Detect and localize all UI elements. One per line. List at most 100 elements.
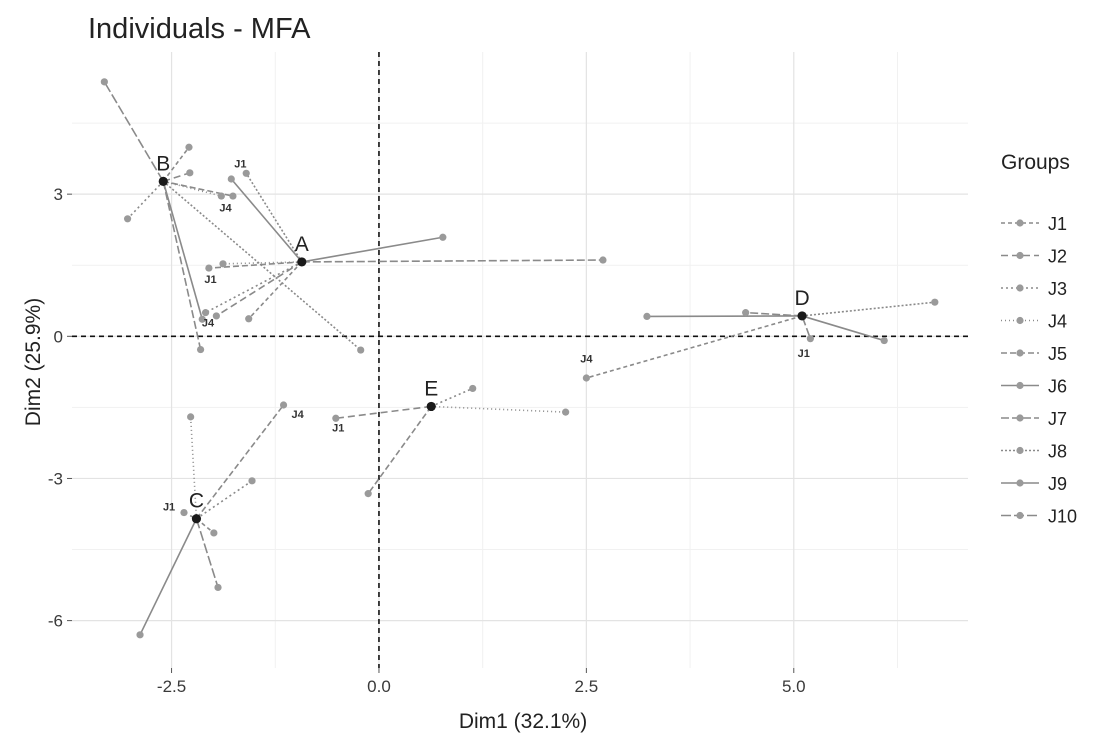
x-tick-label: 5.0 [782, 677, 806, 696]
reference-lines [72, 52, 968, 668]
legend-key-point [1016, 414, 1024, 422]
y-tick-label: -3 [48, 469, 63, 488]
partial-point [806, 335, 814, 343]
partial-point [212, 312, 220, 320]
partial-point [599, 256, 607, 264]
partial-link-line [215, 261, 303, 317]
individual-label: B [156, 152, 170, 175]
legend-key-point [1016, 381, 1024, 390]
partial-point [439, 233, 447, 241]
partial-point-label: J1 [332, 423, 344, 435]
partial-point [229, 192, 237, 200]
partial-link-line [367, 405, 432, 495]
partial-link-line [103, 81, 164, 182]
partial-link-line [162, 181, 204, 320]
legend-label: J9 [1048, 474, 1067, 494]
partial-point [880, 336, 888, 345]
legend-key-point [1016, 316, 1024, 325]
partial-point [242, 169, 250, 177]
partial-point-label: J4 [292, 409, 305, 421]
individual-point [426, 401, 436, 412]
partial-point [186, 169, 194, 177]
partial-link-line [586, 315, 803, 379]
partial-point-label: J4 [219, 203, 232, 215]
partial-point [245, 315, 253, 323]
partial-point [219, 260, 227, 268]
partial-point [201, 309, 210, 317]
partial-link-line [162, 180, 362, 351]
legend-key-point [1016, 219, 1024, 227]
legend-label: J7 [1048, 409, 1067, 429]
partial-point-label: J1 [234, 159, 246, 171]
individual-point [297, 257, 307, 267]
individual-label: C [189, 490, 204, 513]
legend-label: J6 [1048, 377, 1067, 397]
partial-link-line [230, 178, 303, 263]
partial-link-line [301, 259, 603, 263]
partial-point [279, 401, 288, 409]
partial-point [180, 508, 188, 517]
partial-point-label: J4 [202, 317, 215, 329]
x-tick-label: 0.0 [367, 677, 391, 696]
partial-link-line [248, 261, 303, 320]
partial-link-line [745, 311, 803, 317]
partial-point [643, 312, 651, 321]
x-tick-label: -2.5 [157, 677, 186, 696]
partial-point [364, 490, 372, 498]
partial-point [100, 78, 108, 86]
partial-point [931, 298, 939, 306]
partial-link-line [335, 405, 432, 420]
chart-title: Individuals - MFA [88, 13, 311, 45]
legend-label: J2 [1048, 247, 1067, 267]
point-labels: A B C D E J1 J4 J1 J4 J1 J4 J4 J1 J1 [156, 152, 810, 513]
partial-link-line [195, 404, 285, 520]
partial-point [123, 215, 132, 223]
legend-key-point [1016, 349, 1024, 357]
partial-links [103, 81, 935, 636]
partial-point [332, 414, 340, 422]
x-tick-label: 2.5 [575, 677, 599, 696]
partial-link-line [162, 181, 202, 350]
individual-label: E [424, 377, 438, 400]
y-tick-label: 3 [54, 185, 63, 204]
partial-point [469, 384, 477, 393]
partial-link-line [801, 301, 935, 317]
legend-label: J10 [1048, 507, 1077, 527]
points [100, 78, 939, 639]
legend-title: Groups [1001, 151, 1070, 174]
partial-point [214, 583, 222, 592]
partial-link-line [205, 261, 303, 314]
partial-point [217, 192, 225, 200]
partial-link-line [139, 518, 198, 636]
legend-key-point [1016, 511, 1024, 520]
partial-point [185, 143, 193, 151]
individual-point [158, 176, 168, 186]
partial-point-label: J4 [580, 353, 593, 365]
partial-link-line [245, 172, 303, 263]
legend-label: J8 [1048, 442, 1067, 462]
y-tick-label: -6 [48, 612, 63, 631]
partial-link-line [162, 146, 190, 182]
partial-point [742, 309, 750, 317]
partial-point [210, 529, 218, 537]
partial-point-label: J1 [204, 274, 216, 286]
legend-label: J3 [1048, 279, 1067, 299]
individual-label: A [295, 233, 309, 256]
partial-point [198, 315, 206, 323]
legend-label: J5 [1048, 344, 1067, 364]
partial-link-line [195, 480, 253, 520]
y-tick-label: 0 [54, 327, 63, 346]
partial-link-line [301, 236, 443, 263]
legend: J1 J2 J3 J4 J5 J6 J7 J8 J9 J10 [1001, 214, 1077, 527]
individual-point [797, 311, 807, 321]
partial-point-label: J1 [163, 502, 175, 514]
legend-key-point [1016, 251, 1024, 260]
x-axis-title: Dim1 (32.1%) [459, 710, 587, 733]
partial-link-line [163, 172, 191, 183]
partial-link-line [127, 180, 164, 220]
partial-point [248, 477, 256, 485]
partial-link-line [195, 518, 219, 588]
partial-point [187, 413, 195, 421]
legend-key-point [1016, 479, 1024, 487]
